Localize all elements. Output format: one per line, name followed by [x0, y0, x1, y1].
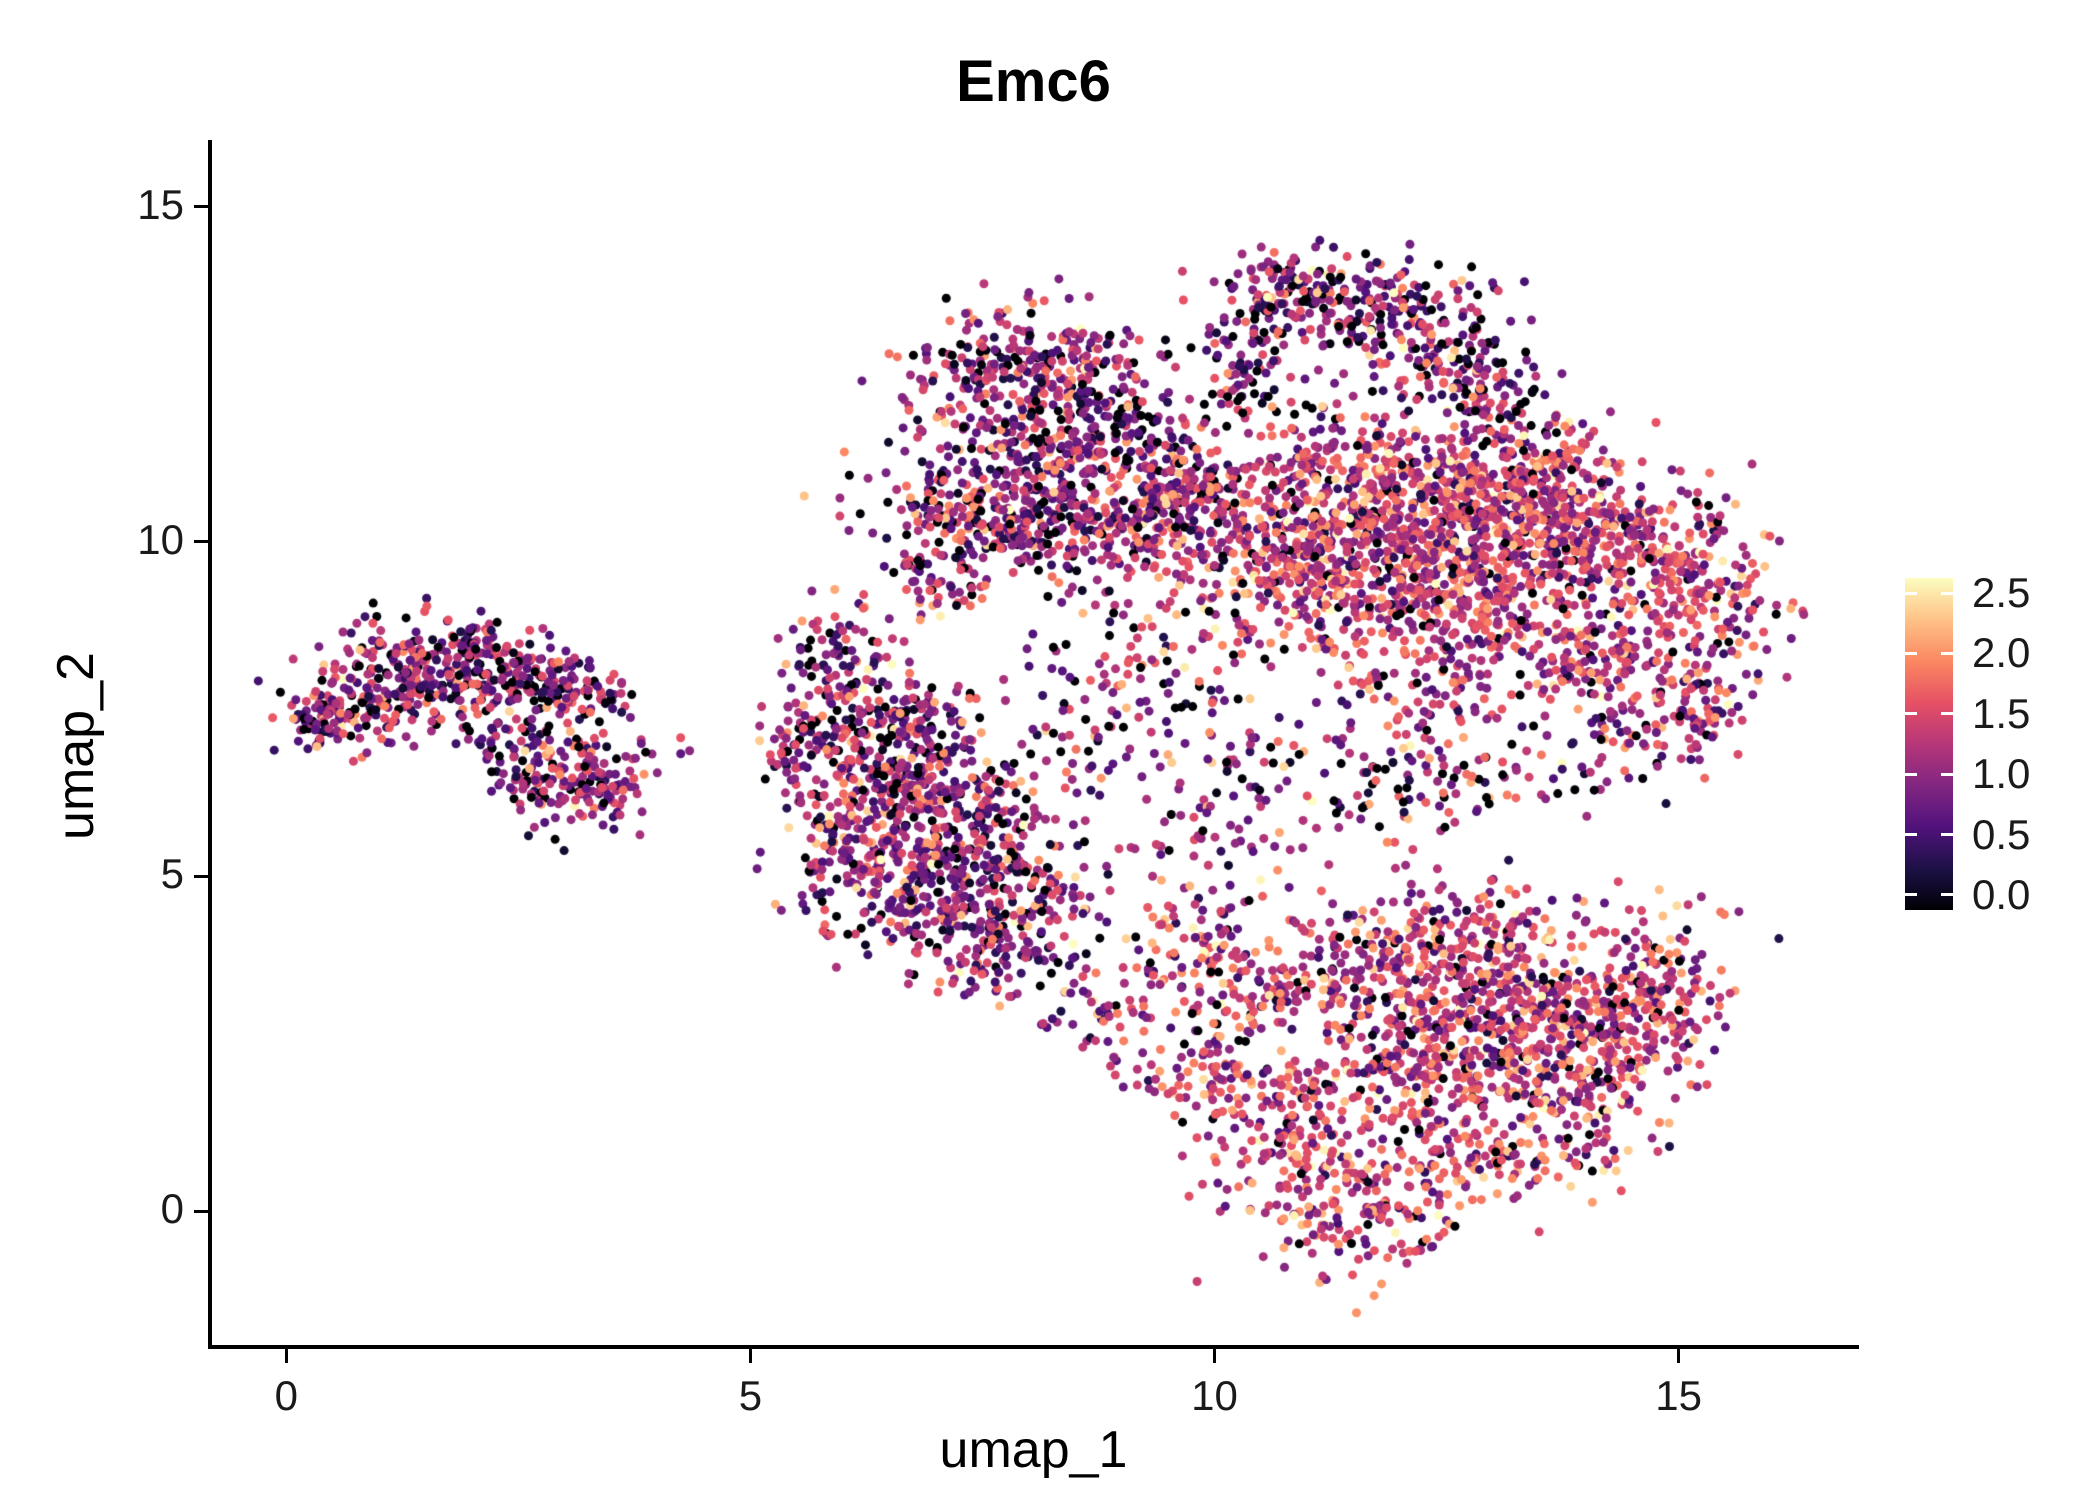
colorbar-tick-mark	[1941, 591, 1953, 595]
x-axis-title: umap_1	[939, 1421, 1128, 1479]
colorbar-tick-mark	[1905, 651, 1917, 655]
x-tick-mark	[284, 1349, 288, 1363]
colorbar-tick-label: 2.0	[1972, 629, 2031, 677]
colorbar-tick-label: 0.0	[1972, 870, 2031, 918]
y-tick-label: 15	[137, 180, 184, 228]
y-axis-line	[208, 140, 212, 1349]
y-tick-mark	[194, 874, 208, 878]
x-tick-label: 0	[274, 1372, 298, 1419]
y-tick-label: 10	[137, 515, 184, 563]
colorbar-tick-mark	[1941, 833, 1953, 837]
x-tick-label: 10	[1191, 1372, 1238, 1419]
y-axis-title: umap_2	[47, 652, 105, 840]
x-tick-mark	[1677, 1349, 1681, 1363]
colorbar-tick-mark	[1941, 772, 1953, 776]
plot-panel	[212, 140, 1855, 1345]
x-tick-label: 5	[738, 1372, 763, 1419]
y-tick-label: 5	[160, 850, 184, 898]
x-tick-mark	[748, 1349, 752, 1363]
x-tick-mark	[1213, 1349, 1216, 1363]
colorbar-tick-mark	[1941, 893, 1953, 897]
x-tick-label: 15	[1655, 1372, 1702, 1419]
scatter-points-canvas	[212, 140, 1855, 1345]
colorbar-tick-label: 1.5	[1972, 689, 2031, 737]
colorbar-tick-mark	[1905, 712, 1917, 716]
plot-title: Emc6	[956, 49, 1111, 114]
colorbar-tick-mark	[1941, 712, 1953, 716]
y-tick-mark	[194, 205, 208, 209]
colorbar-gradient	[1905, 578, 1953, 910]
colorbar-tick-mark	[1905, 833, 1917, 837]
colorbar-tick-mark	[1941, 651, 1953, 655]
colorbar-tick-label: 2.5	[1972, 569, 2031, 617]
y-tick-mark	[194, 540, 208, 544]
x-axis-line	[208, 1345, 1859, 1349]
y-tick-mark	[194, 1209, 208, 1213]
colorbar-tick-mark	[1905, 893, 1917, 897]
colorbar-tick-mark	[1905, 772, 1917, 776]
y-tick-label: 0	[160, 1185, 184, 1233]
colorbar-tick-mark	[1905, 591, 1917, 595]
colorbar-tick-label: 0.5	[1972, 810, 2031, 858]
colorbar-tick-label: 1.0	[1972, 750, 2031, 798]
